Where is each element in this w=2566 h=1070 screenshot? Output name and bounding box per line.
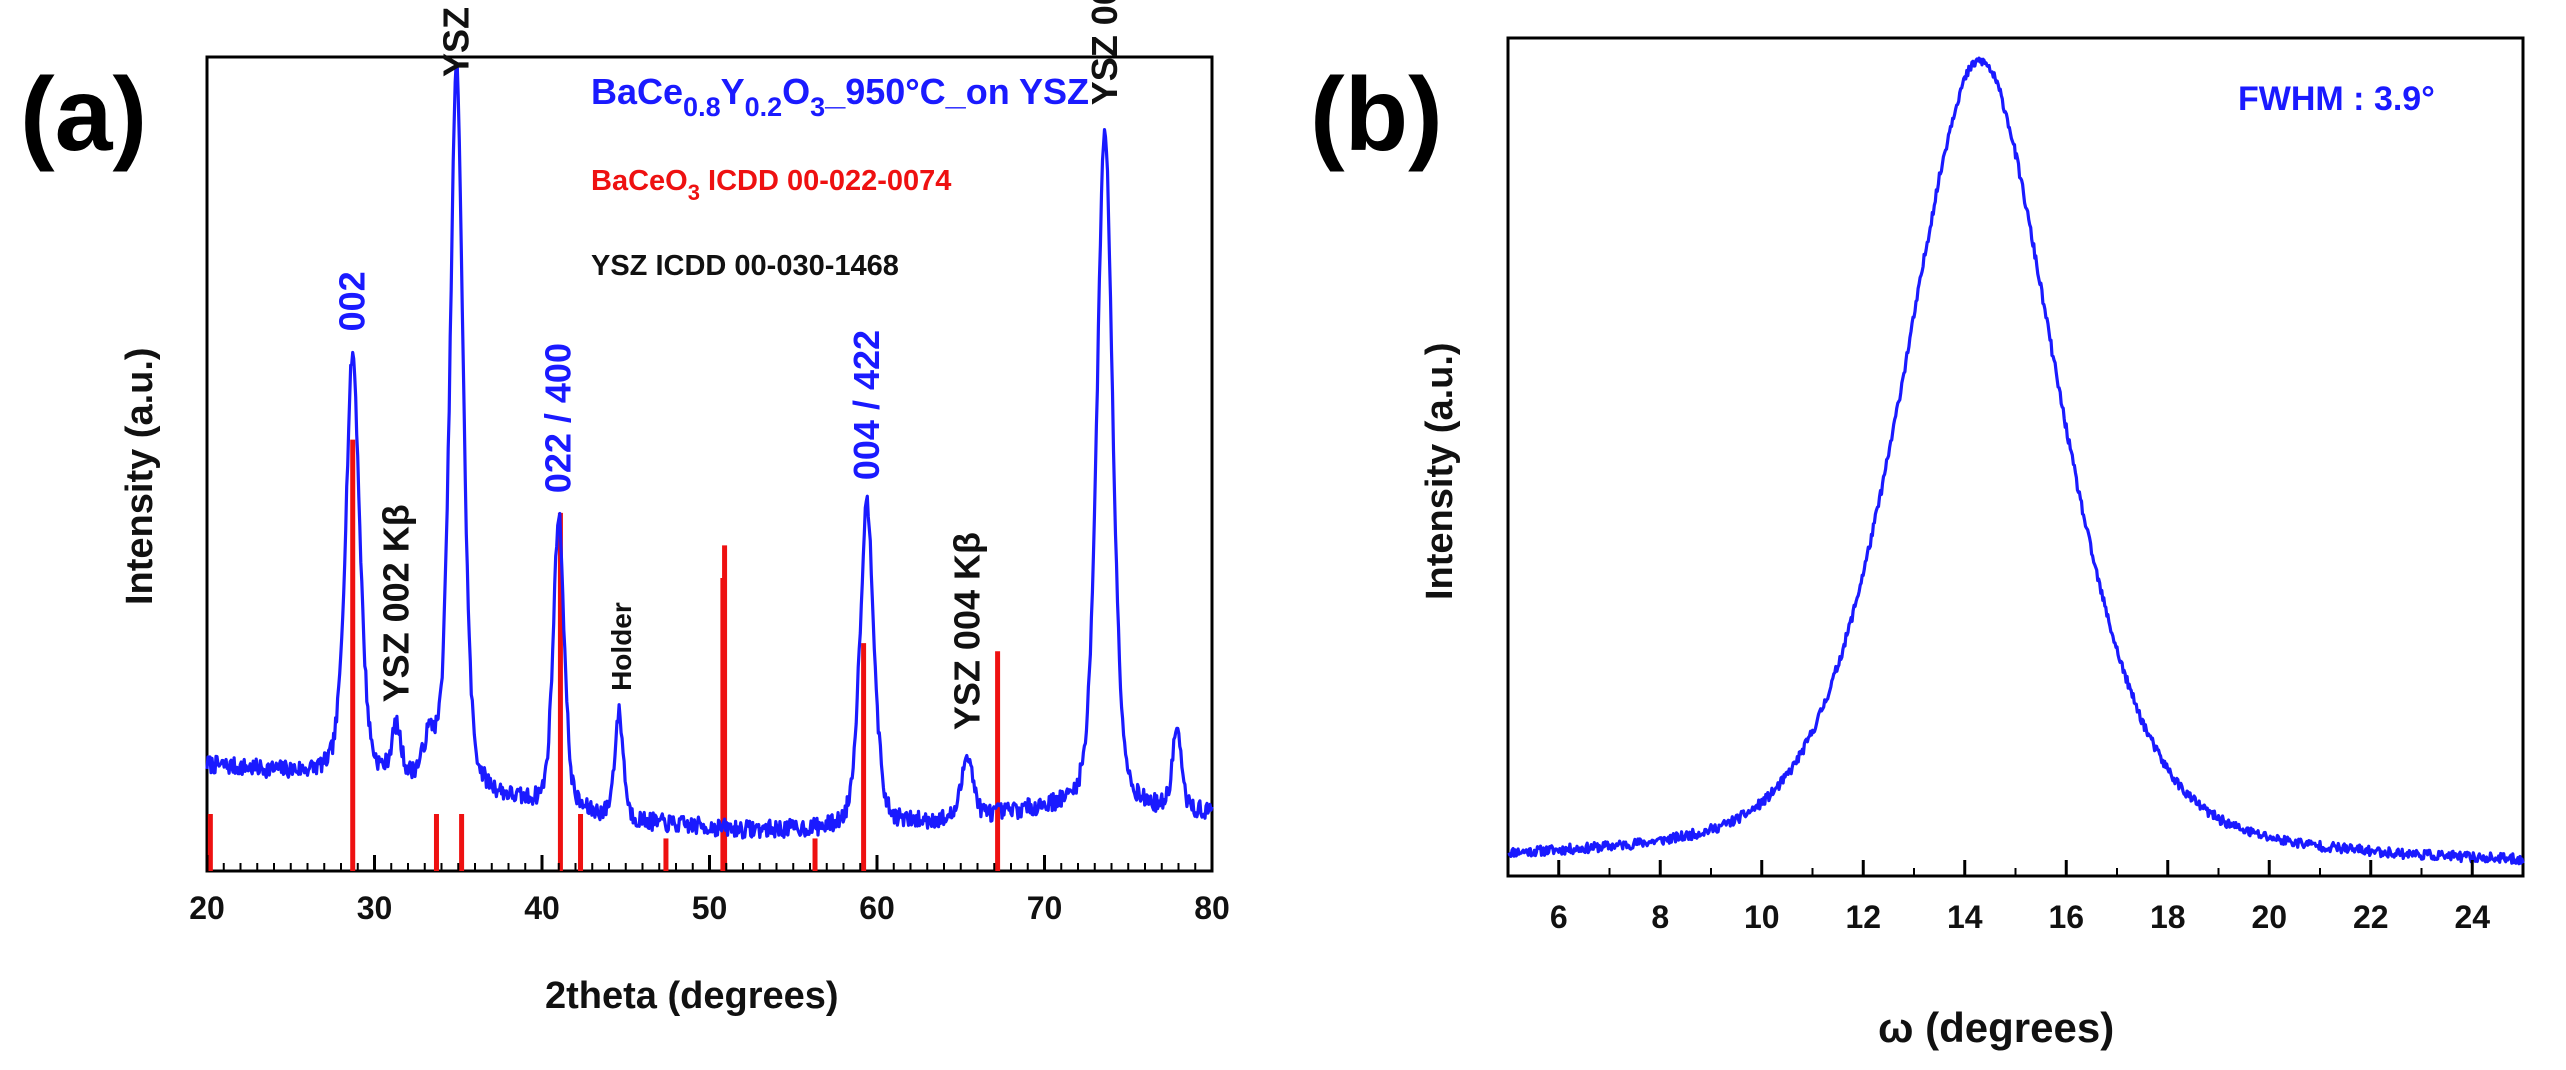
panel-b-rocking-curve-chart: (b) 6 8 10 12 14 16 18 20 22 24 ω (degrees) Inten…: [1310, 36, 2525, 1051]
peak-annotation: YSZ 002: [436, 0, 477, 77]
x-tick-label: 22: [2353, 899, 2389, 935]
legend-baceo3-base: BaCeO: [591, 165, 688, 197]
x-tick-label: 24: [2454, 899, 2490, 935]
legend-sample-base: BaCe: [591, 71, 683, 112]
legend-sample: BaCe0.8Y0.2O3_950°C_on YSZ: [591, 71, 1089, 122]
x-tick-label: 60: [859, 890, 895, 926]
panel-a-x-axis-label: 2theta (degrees): [545, 975, 839, 1017]
x-tick-label: 40: [524, 890, 560, 926]
x-tick-label: 50: [692, 890, 728, 926]
panel-b-rocking-curve-line: [1507, 56, 2525, 866]
x-tick-label: 8: [1651, 899, 1669, 935]
panel-a-label: (a): [20, 57, 147, 173]
panel-a-xrd-chart: (a) 20 30 40 50 60 70 80 2theta (degrees) Inte…: [20, 0, 1230, 1017]
legend-ysz-reference: YSZ ICDD 00-030-1468: [591, 250, 899, 282]
legend-sample-mid2: O: [782, 71, 810, 112]
legend-sample-sub3: 3: [810, 92, 825, 122]
x-tick-label: 14: [1947, 899, 1983, 935]
x-tick-label: 80: [1194, 890, 1230, 926]
peak-annotation: 004 / 422: [846, 330, 887, 480]
x-tick-label: 70: [1027, 890, 1063, 926]
panel-b-label: (b): [1310, 57, 1443, 173]
peak-annotation: Holder: [606, 602, 637, 691]
legend-sample-sub2: 0.2: [745, 92, 783, 122]
panel-b-x-axis-ticks: 6 8 10 12 14 16 18 20 22 24: [1507, 860, 2524, 935]
panel-a-x-axis-ticks: 20 30 40 50 60 70 80: [189, 855, 1230, 926]
x-tick-label: 20: [189, 890, 225, 926]
panel-b-y-axis-label: Intensity (a.u.): [1419, 342, 1461, 600]
panel-a-y-axis-label: Intensity (a.u.): [119, 347, 161, 605]
x-tick-label: 6: [1550, 899, 1568, 935]
panel-a-measured-pattern-line: [205, 61, 1214, 840]
x-tick-label: 18: [2150, 899, 2186, 935]
peak-annotation: YSZ 004: [1084, 0, 1125, 105]
legend-sample-sub1: 0.8: [683, 92, 721, 122]
legend-baceo3-tail: ICDD 00-022-0074: [700, 165, 951, 197]
x-tick-label: 16: [2048, 899, 2084, 935]
peak-annotation: YSZ 004 Kβ: [946, 532, 987, 730]
legend-sample-tail: _950°C_on YSZ: [824, 71, 1089, 112]
x-tick-label: 12: [1845, 899, 1881, 935]
legend-baceo3-reference: BaCeO3 ICDD 00-022-0074: [591, 165, 951, 205]
peak-annotation: 022 / 400: [538, 343, 579, 493]
x-tick-label: 30: [357, 890, 393, 926]
panel-a-peak-annotations: 002 YSZ 002 Kβ YSZ 002 022 / 400 Holder 004 /…: [332, 0, 1125, 730]
panel-b-plot-frame: [1506, 36, 2525, 878]
legend-baceo3-sub: 3: [688, 180, 700, 205]
x-tick-label: 20: [2251, 899, 2287, 935]
peak-annotation: YSZ 002 Kβ: [375, 504, 416, 702]
panel-b-x-axis-label: ω (degrees): [1878, 1004, 2114, 1051]
legend-sample-mid1: Y: [721, 71, 745, 112]
fwhm-annotation: FWHM : 3.9°: [2238, 80, 2435, 118]
peak-annotation: 002: [332, 271, 373, 331]
x-tick-label: 10: [1744, 899, 1780, 935]
